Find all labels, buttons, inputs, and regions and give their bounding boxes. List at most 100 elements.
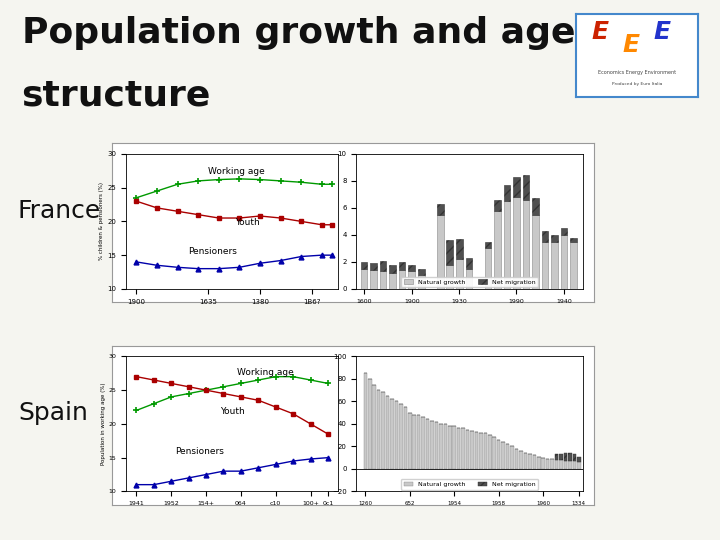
Bar <box>435 422 438 469</box>
Bar <box>552 241 558 289</box>
Bar <box>570 241 577 289</box>
Bar <box>494 200 501 211</box>
Bar <box>532 198 539 214</box>
Bar <box>570 238 577 241</box>
Bar <box>494 211 501 289</box>
Text: Population growth and age: Population growth and age <box>22 16 575 50</box>
Bar <box>426 420 429 469</box>
Text: Spain: Spain <box>18 401 88 425</box>
Bar <box>523 176 529 200</box>
Bar <box>395 401 398 469</box>
Bar <box>515 449 518 469</box>
Bar <box>488 435 492 469</box>
Bar <box>408 265 415 271</box>
Text: E: E <box>653 20 670 44</box>
Bar <box>444 424 447 469</box>
Bar <box>417 415 420 469</box>
Bar <box>377 390 380 469</box>
Bar <box>421 417 425 469</box>
Text: France: France <box>18 199 102 222</box>
Bar <box>361 262 367 268</box>
Bar <box>506 444 509 469</box>
Bar <box>533 455 536 469</box>
Bar <box>439 424 443 469</box>
Bar <box>552 235 558 241</box>
Bar <box>568 453 572 461</box>
Bar <box>466 258 472 268</box>
Bar <box>485 241 491 248</box>
Bar <box>379 260 387 271</box>
Bar <box>413 415 416 469</box>
Bar <box>379 271 387 289</box>
Bar <box>370 263 377 270</box>
Bar <box>364 373 367 469</box>
Bar <box>390 265 396 273</box>
Bar <box>452 426 456 469</box>
Bar <box>503 201 510 289</box>
Bar <box>437 204 444 214</box>
Text: E: E <box>623 33 639 57</box>
Bar <box>564 461 567 469</box>
Bar <box>550 459 554 469</box>
Bar <box>541 241 549 289</box>
Bar <box>510 447 514 469</box>
Bar <box>390 399 394 469</box>
Bar <box>561 235 567 289</box>
Text: Working age: Working age <box>209 167 265 176</box>
Bar <box>386 396 390 469</box>
Bar <box>559 454 563 460</box>
Bar <box>523 200 529 289</box>
Bar <box>485 248 491 289</box>
Bar <box>466 268 472 289</box>
Bar <box>457 428 461 469</box>
Text: Youth: Youth <box>235 218 260 227</box>
Bar <box>456 259 463 289</box>
Bar <box>537 456 541 469</box>
Text: Produced by Euro Italia: Produced by Euro Italia <box>612 82 662 86</box>
Bar <box>513 177 520 197</box>
Bar <box>561 228 567 235</box>
Bar <box>390 273 396 289</box>
Bar <box>554 460 558 469</box>
Bar <box>492 437 496 469</box>
Text: E: E <box>592 20 609 44</box>
Bar <box>577 462 580 469</box>
Bar <box>446 265 453 289</box>
Bar <box>408 271 415 289</box>
Y-axis label: % children & pensioners (%): % children & pensioners (%) <box>99 183 104 260</box>
Y-axis label: Population in working age (%): Population in working age (%) <box>101 383 106 465</box>
Bar <box>382 393 385 469</box>
Bar <box>448 426 451 469</box>
Bar <box>546 459 549 469</box>
Bar <box>513 197 520 289</box>
Bar <box>501 442 505 469</box>
Text: Pensioners: Pensioners <box>175 447 224 456</box>
Bar <box>532 214 539 289</box>
Bar <box>399 270 405 289</box>
Bar <box>572 454 576 461</box>
Bar <box>541 458 545 469</box>
Bar <box>559 460 563 469</box>
Bar <box>370 270 377 289</box>
Bar <box>418 268 425 275</box>
Bar <box>361 268 367 289</box>
Bar <box>568 461 572 469</box>
Legend: Natural growth, Net migration: Natural growth, Net migration <box>401 276 539 287</box>
Bar <box>418 275 425 289</box>
Bar <box>399 404 402 469</box>
Bar <box>408 413 412 469</box>
Bar <box>503 185 510 201</box>
Bar <box>554 454 558 460</box>
Bar <box>572 461 576 469</box>
Bar <box>474 432 478 469</box>
Bar <box>470 431 474 469</box>
Bar <box>541 231 549 241</box>
Text: Working age: Working age <box>238 368 294 377</box>
Bar <box>523 453 527 469</box>
Bar <box>497 440 500 469</box>
Text: Pensioners: Pensioners <box>188 247 237 256</box>
Text: Youth: Youth <box>220 407 245 416</box>
Legend: Natural growth, Net migration: Natural growth, Net migration <box>401 479 539 490</box>
Bar <box>372 384 376 469</box>
Bar <box>462 428 465 469</box>
